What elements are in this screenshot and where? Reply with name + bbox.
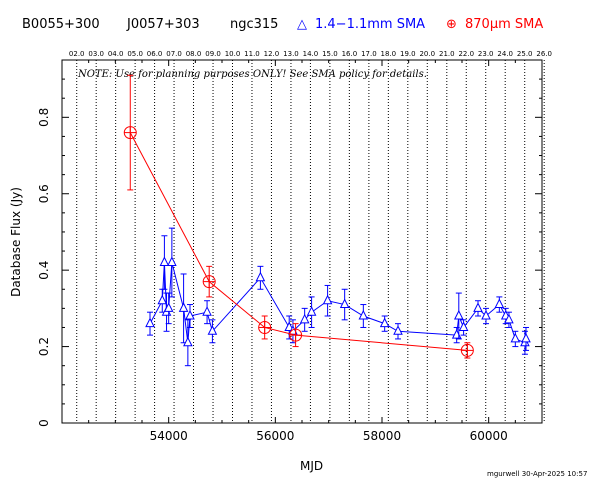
x-axis: 54000 56000 58000 60000 bbox=[61, 60, 543, 443]
data-point-triangle bbox=[510, 332, 521, 343]
data-point-triangle bbox=[458, 321, 469, 331]
y-axis-title: Database Flux (Jy) bbox=[9, 187, 23, 297]
top-year-label: 18.0 bbox=[381, 50, 397, 58]
y-axis: 0 0.2 0.4 0.6 0.8 bbox=[37, 59, 542, 427]
data-point-triangle bbox=[255, 271, 266, 282]
data-point-triangle bbox=[504, 313, 514, 324]
legend-label-870um: 870μm SMA bbox=[465, 17, 543, 32]
top-year-label: 26.0 bbox=[536, 50, 552, 58]
plot-frame bbox=[61, 59, 543, 424]
legend-symbol-circle-plus: ⊕ bbox=[446, 17, 457, 32]
data-point-triangle bbox=[339, 298, 350, 309]
top-year-label: 10.0 bbox=[225, 50, 241, 58]
top-year-label: 16.0 bbox=[342, 50, 358, 58]
top-year-label: 22.0 bbox=[458, 50, 474, 58]
x-tick-label: 54000 bbox=[150, 429, 188, 443]
top-year-label: 09.0 bbox=[205, 50, 221, 58]
data-point-triangle bbox=[481, 309, 491, 320]
x-tick-label: 56000 bbox=[256, 429, 294, 443]
data-point-triangle bbox=[451, 328, 462, 339]
data-point-triangle bbox=[494, 298, 505, 309]
top-year-label: 15.0 bbox=[322, 50, 338, 58]
data-point-triangle bbox=[167, 256, 177, 267]
footer-credit: mgurwell 30-Apr-2025 10:57 bbox=[487, 470, 587, 478]
series-blue-1mm bbox=[145, 227, 531, 367]
data-point-triangle bbox=[178, 302, 189, 312]
data-point-triangle bbox=[379, 317, 390, 328]
top-year-label: 11.0 bbox=[244, 50, 260, 58]
source-name-2: J0057+303 bbox=[126, 17, 200, 32]
y-tick-label: 0.2 bbox=[37, 337, 51, 356]
year-gridlines bbox=[76, 60, 545, 423]
data-point-triangle bbox=[185, 309, 195, 320]
top-year-label: 05.0 bbox=[127, 50, 143, 58]
data-point-triangle bbox=[358, 309, 369, 320]
x-tick-label: 58000 bbox=[363, 429, 401, 443]
series-red-870um bbox=[123, 74, 474, 359]
top-year-label: 13.0 bbox=[283, 50, 299, 58]
y-tick-label: 0.8 bbox=[37, 108, 51, 127]
data-point-triangle bbox=[183, 336, 193, 347]
series-line bbox=[129, 132, 468, 351]
data-point-triangle bbox=[145, 317, 155, 328]
top-year-label: 07.0 bbox=[166, 50, 182, 58]
data-point-triangle bbox=[453, 309, 464, 320]
top-year-axis: 02.0 03.0 04.0 05.0 06.0 07.0 08.0 09.0 10.0 11.0… bbox=[69, 50, 552, 58]
y-tick-label: 0.6 bbox=[37, 184, 51, 203]
y-tick-label: 0.4 bbox=[37, 261, 51, 280]
data-point-triangle bbox=[284, 321, 295, 331]
data-point-triangle bbox=[393, 325, 403, 335]
data-point-triangle bbox=[159, 256, 170, 267]
top-year-label: 19.0 bbox=[400, 50, 416, 58]
x-axis-title: MJD bbox=[300, 459, 323, 473]
top-year-label: 21.0 bbox=[439, 50, 455, 58]
source-name-3: ngc315 bbox=[230, 17, 278, 32]
data-point-triangle bbox=[157, 294, 168, 305]
top-year-label: 20.0 bbox=[419, 50, 435, 58]
data-series bbox=[123, 74, 531, 367]
legend-label-1mm: 1.4−1.1mm SMA bbox=[315, 17, 425, 32]
data-point-triangle bbox=[299, 313, 310, 324]
data-point-triangle bbox=[322, 294, 333, 305]
data-point-triangle bbox=[306, 306, 317, 316]
y-tick-label: 0 bbox=[37, 419, 51, 427]
top-year-label: 08.0 bbox=[186, 50, 202, 58]
data-point-triangle bbox=[473, 302, 483, 312]
x-tick-label: 60000 bbox=[470, 429, 508, 443]
top-year-label: 02.0 bbox=[69, 50, 85, 58]
data-point-triangle bbox=[163, 302, 174, 312]
legend-symbol-triangle: △ bbox=[297, 17, 307, 32]
data-point-triangle bbox=[521, 332, 531, 343]
top-year-label: 23.0 bbox=[478, 50, 494, 58]
source-name-1: B0055+300 bbox=[22, 17, 100, 32]
top-year-label: 24.0 bbox=[497, 50, 513, 58]
top-year-label: 14.0 bbox=[303, 50, 319, 58]
series-line bbox=[149, 262, 527, 344]
data-point-triangle bbox=[202, 306, 212, 316]
top-year-label: 03.0 bbox=[88, 50, 104, 58]
top-year-label: 04.0 bbox=[108, 50, 124, 58]
top-year-label: 17.0 bbox=[361, 50, 377, 58]
planning-note: NOTE: Use for planning purposes ONLY! Se… bbox=[77, 69, 427, 80]
data-point-triangle bbox=[207, 325, 218, 335]
top-year-label: 25.0 bbox=[517, 50, 533, 58]
top-year-label: 12.0 bbox=[264, 50, 280, 58]
top-year-label: 06.0 bbox=[147, 50, 163, 58]
